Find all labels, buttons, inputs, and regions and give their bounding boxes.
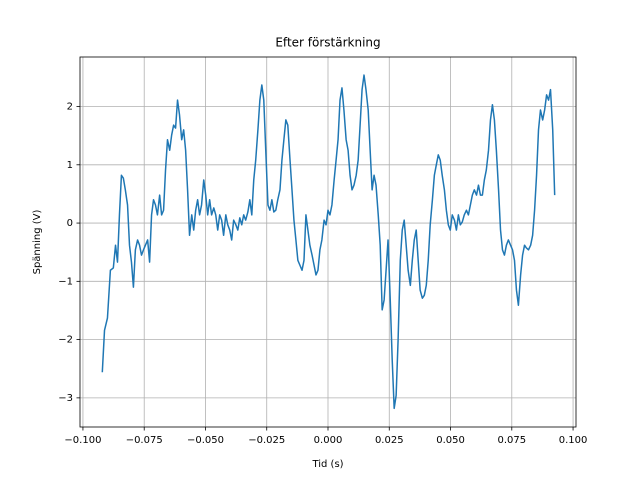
x-tick-label: −0.100 xyxy=(64,435,101,446)
x-tick-label: −0.075 xyxy=(126,435,163,446)
x-tick-label: 0.000 xyxy=(314,435,343,446)
x-tick-label: −0.025 xyxy=(248,435,285,446)
data-line xyxy=(101,74,556,410)
y-axis-label: Spänning (V) xyxy=(32,210,43,275)
y-tick-label: 1 xyxy=(67,160,73,171)
plot-frame xyxy=(79,56,577,428)
x-axis-label: Tid (s) xyxy=(311,459,343,470)
y-tick-label: 2 xyxy=(67,102,73,113)
x-tick-label: 0.025 xyxy=(375,435,404,446)
x-tick-label: −0.050 xyxy=(187,435,224,446)
y-tick-label: −2 xyxy=(58,335,73,346)
y-tick-label: 0 xyxy=(67,218,73,229)
x-tick-label: 0.050 xyxy=(436,435,465,446)
chart-title: Efter förstärkning xyxy=(275,36,380,50)
x-tick-label: 0.100 xyxy=(559,435,588,446)
y-tick-label: −3 xyxy=(58,393,73,404)
x-tick-label: 0.075 xyxy=(497,435,526,446)
y-tick-label: −1 xyxy=(58,276,73,287)
